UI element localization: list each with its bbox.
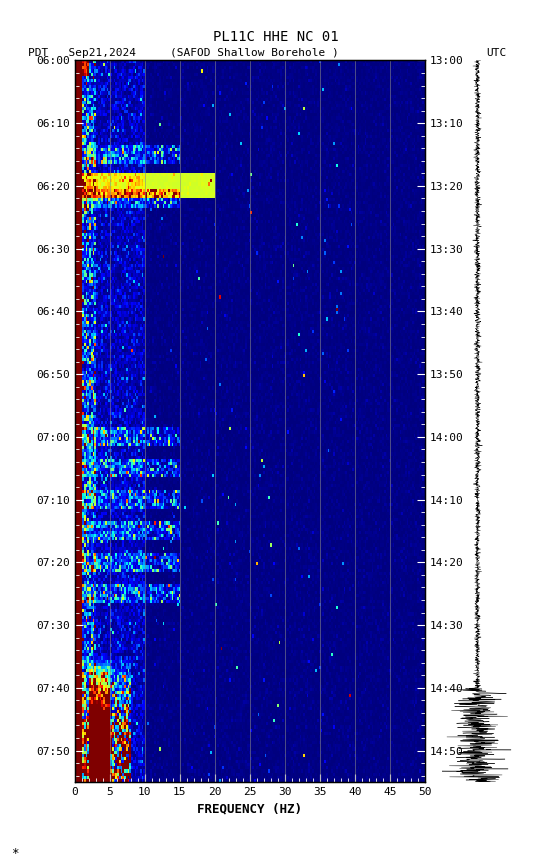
Text: (SAFOD Shallow Borehole ): (SAFOD Shallow Borehole ) [169,48,338,58]
Text: PL11C HHE NC 01: PL11C HHE NC 01 [213,30,339,44]
Text: UTC: UTC [486,48,506,58]
X-axis label: FREQUENCY (HZ): FREQUENCY (HZ) [197,803,302,816]
Text: PDT   Sep21,2024: PDT Sep21,2024 [28,48,136,58]
Text: *: * [11,847,19,860]
